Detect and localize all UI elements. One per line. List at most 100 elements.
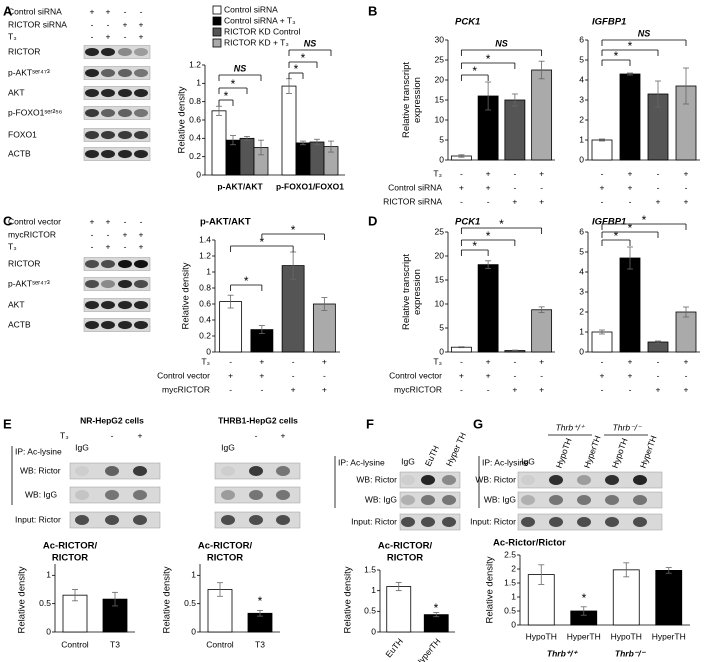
condition-sign: - xyxy=(540,182,543,192)
chart-title: Ac-RICTOR/ xyxy=(378,541,433,552)
lane-label: HypoTH xyxy=(554,437,574,470)
condition-sign: + xyxy=(259,356,264,366)
blot-band xyxy=(118,149,132,159)
annotation: * xyxy=(434,601,439,615)
x-tick-label: HyperTH xyxy=(652,631,686,641)
y-tick-label: 20 xyxy=(435,74,445,84)
condition-sign: + xyxy=(123,19,128,29)
condition-label: Control siRNA xyxy=(8,6,62,16)
bar xyxy=(647,341,669,353)
condition-label: mycRICTOR xyxy=(162,384,210,394)
y-tick-label: 1 xyxy=(511,591,516,601)
condition-label: Control vector xyxy=(8,216,61,226)
condition-sign: - xyxy=(685,370,688,380)
annotation: NS xyxy=(495,38,508,48)
condition-sign: - xyxy=(124,6,127,16)
condition-sign: + xyxy=(228,370,233,380)
blot-band xyxy=(85,320,99,330)
y-axis-label: expression xyxy=(412,77,423,123)
condition-sign: + xyxy=(259,370,264,380)
condition-sign: + xyxy=(600,182,605,192)
bar xyxy=(655,570,683,626)
y-tick-label: 1.2 xyxy=(199,250,211,260)
y-tick-label: 5 xyxy=(579,246,584,256)
blot-label: WB: Rictor xyxy=(475,474,516,484)
y-tick-label: 0.8 xyxy=(189,96,201,106)
blot-band xyxy=(401,495,415,505)
annotation: * xyxy=(224,89,229,103)
blot-label: WB: IgG xyxy=(365,494,397,504)
blot-band xyxy=(633,517,647,527)
y-tick-label: 10 xyxy=(435,298,445,308)
panel-letter: G xyxy=(473,416,483,431)
condition-sign: - xyxy=(540,370,543,380)
blot-strip xyxy=(83,277,151,291)
condition-label: Control siRNA xyxy=(388,182,442,192)
blot-band xyxy=(118,108,132,118)
blot-band xyxy=(549,475,563,485)
blot-label: p-FOXO1ˢᵉʳ²⁵⁶ xyxy=(8,107,62,117)
legend-swatch xyxy=(212,38,222,48)
blot-band xyxy=(605,495,619,505)
blot-label: Input: Rictor xyxy=(470,516,516,526)
condition-sign: - xyxy=(229,384,232,394)
bar xyxy=(211,110,227,176)
blot-band xyxy=(134,130,148,140)
y-axis-label: Relative density xyxy=(17,566,28,633)
condition-sign: + xyxy=(139,31,144,41)
condition-sign: - xyxy=(124,31,127,41)
chart-title: Ac-RICTOR/ xyxy=(43,541,98,552)
condition-sign: + xyxy=(139,229,144,239)
blot-label: WB: IgG xyxy=(25,489,57,499)
condition-sign: - xyxy=(513,356,516,366)
bar xyxy=(281,85,297,176)
condition-label: RICTOR siRNA xyxy=(8,19,67,29)
blot-band xyxy=(134,149,148,159)
condition-sign: + xyxy=(486,168,491,178)
blot-band xyxy=(118,130,132,140)
condition-sign: + xyxy=(684,384,689,394)
blot-band xyxy=(85,108,99,118)
blot-band xyxy=(221,466,235,476)
condition-sign: + xyxy=(90,6,95,16)
bar xyxy=(239,137,255,176)
condition-sign: + xyxy=(106,216,111,226)
condition-sign: - xyxy=(513,370,516,380)
blot-band xyxy=(605,475,619,485)
condition-sign: - xyxy=(292,356,295,366)
condition-sign: - xyxy=(124,216,127,226)
blot-band xyxy=(421,517,435,527)
annotation: * xyxy=(301,51,306,65)
blot-band xyxy=(85,47,99,57)
blot-band xyxy=(401,475,415,485)
blot-label: p-AKTˢᵉʳ⁴⁷³ xyxy=(8,67,50,77)
blot-label: ACTB xyxy=(8,319,31,329)
bar xyxy=(591,139,613,161)
lane-label: IgG xyxy=(221,442,235,452)
y-axis-label: Relative density xyxy=(485,556,496,623)
y-tick-label: 0 xyxy=(579,346,584,356)
condition-sign: + xyxy=(512,384,517,394)
blot-band xyxy=(75,515,89,525)
bar xyxy=(619,257,641,353)
blot-band xyxy=(85,259,99,269)
y-tick-label: 1 xyxy=(579,134,584,144)
y-tick-label: 1 xyxy=(206,266,211,276)
y-axis-label: Relative transcript xyxy=(401,62,412,138)
condition-sign: - xyxy=(107,229,110,239)
condition-sign: - xyxy=(91,19,94,29)
condition-sign: + xyxy=(656,384,661,394)
annotation: * xyxy=(291,223,296,237)
lane-label: HyperTH xyxy=(638,434,659,469)
x-tick-label: p-AKT/AKT xyxy=(217,181,263,191)
chart-title: RICTOR xyxy=(207,553,243,564)
blot-band xyxy=(133,490,147,500)
legend-label: Control siRNA xyxy=(224,4,278,14)
legend-label: RICTOR KD Control xyxy=(224,26,300,36)
x-tick-label: T3 xyxy=(110,639,120,649)
blot-band xyxy=(101,259,115,269)
y-tick-label: 2 xyxy=(511,563,516,573)
condition-sign: - xyxy=(601,196,604,206)
y-tick-label: 0.5 xyxy=(364,606,376,616)
blot-band xyxy=(118,88,132,98)
